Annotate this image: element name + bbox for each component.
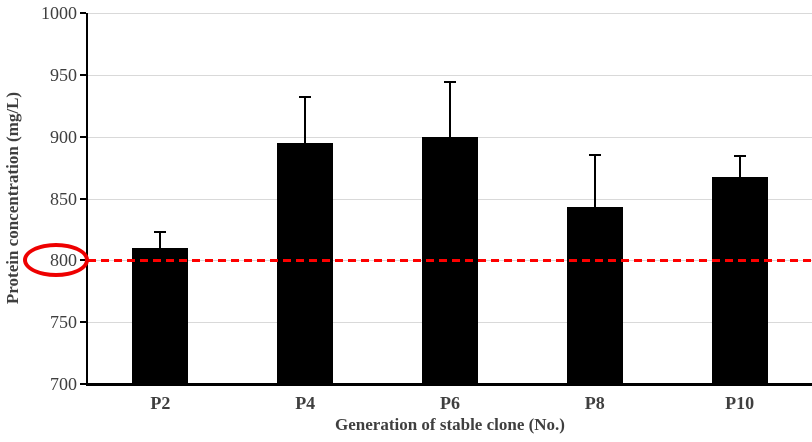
y-axis-tick-850 xyxy=(80,197,86,200)
error-bar-P10 xyxy=(738,156,741,178)
bar-P10 xyxy=(711,177,768,384)
x-axis-label-P10: P10 xyxy=(725,393,755,413)
error-bar-P6 xyxy=(449,82,451,137)
y-axis-tick-700 xyxy=(80,383,86,385)
y-axis-tick-label-1000: 1000 xyxy=(41,3,77,23)
error-bar-cap-P6 xyxy=(444,81,456,84)
error-bar-cap-P8 xyxy=(588,154,601,157)
error-bar-cap-P2 xyxy=(154,230,167,233)
y-axis-title: Protein concentration (mg/L) xyxy=(3,91,22,305)
y-axis-tick-label-850: 850 xyxy=(50,188,77,209)
error-bar-cap-P10 xyxy=(733,155,746,158)
x-axis-label-P4: P4 xyxy=(295,393,316,413)
y-axis-tick-900 xyxy=(80,135,86,138)
bar-P4 xyxy=(277,142,334,384)
y-axis-tick-label-900: 900 xyxy=(50,126,77,147)
x-axis-label-P2: P2 xyxy=(150,393,171,413)
y-axis-tick-750 xyxy=(80,321,86,324)
highlight-ellipse-800 xyxy=(23,243,89,278)
x-axis-label-P6: P6 xyxy=(440,393,460,413)
error-bar-P8 xyxy=(593,155,596,208)
error-bar-P2 xyxy=(159,231,162,248)
reference-line-800 xyxy=(88,259,812,263)
x-axis-label-P8: P8 xyxy=(584,393,605,413)
error-bar-P4 xyxy=(304,97,307,143)
bar-P8 xyxy=(566,207,623,384)
y-axis-tick-label-950: 950 xyxy=(50,64,77,85)
y-axis-tick-label-700: 700 xyxy=(50,374,77,394)
gridline-950 xyxy=(88,74,812,76)
y-axis-tick-label-750: 750 xyxy=(50,312,77,333)
y-axis-tick-1000 xyxy=(80,12,86,14)
x-axis-line xyxy=(86,383,812,386)
error-bar-cap-P4 xyxy=(299,96,312,99)
y-axis-line xyxy=(86,13,88,386)
bar-P2 xyxy=(132,247,189,384)
x-axis-title: Generation of stable clone (No.) xyxy=(335,415,565,434)
y-axis-tick-950 xyxy=(80,73,86,76)
gridline-1000 xyxy=(88,13,812,14)
